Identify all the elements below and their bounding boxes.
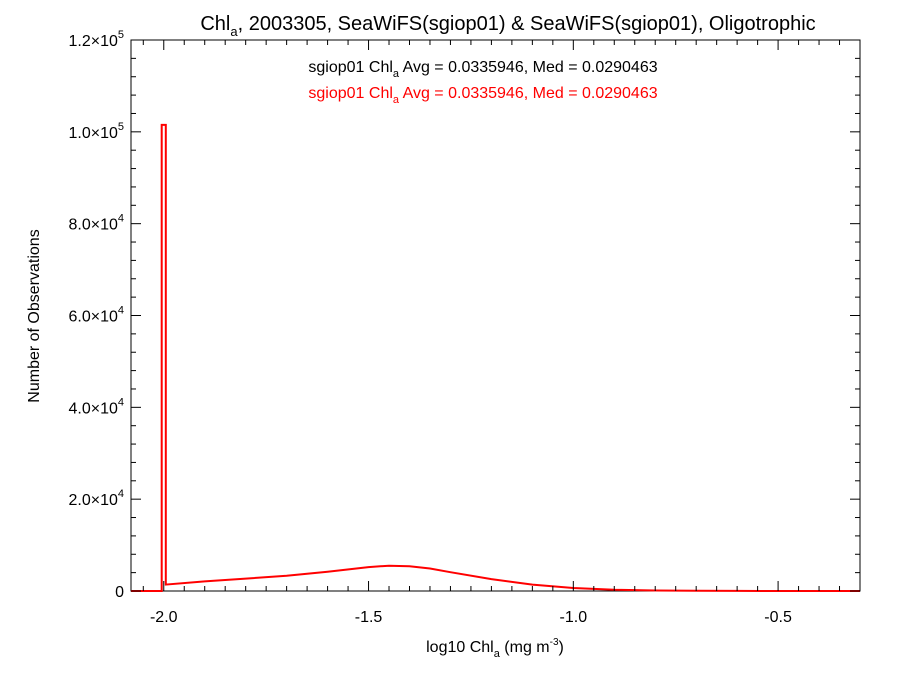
y-axis-label: Number of Observations — [26, 229, 43, 402]
y-tick-label: 4.0×104 — [68, 396, 124, 417]
ticks-layer — [131, 39, 861, 592]
plot-frame — [130, 39, 861, 592]
stats-annotation: sgiop01 Chla Avg = 0.0335946, Med = 0.02… — [308, 85, 657, 106]
y-tick-label: 1.0×105 — [68, 121, 124, 142]
chart-title: Chla, 2003305, SeaWiFS(sgiop01) & SeaWiF… — [200, 13, 815, 39]
x-axis-label: log10 Chla (mg m-3) — [426, 637, 564, 660]
x-tick-label: -0.5 — [764, 609, 792, 626]
x-tick-label: -1.0 — [560, 609, 588, 626]
x-tick-label: -2.0 — [150, 609, 178, 626]
plot-frame-rect — [130, 39, 861, 592]
stats-annotation: sgiop01 Chla Avg = 0.0335946, Med = 0.02… — [308, 59, 657, 80]
y-tick-label: 6.0×104 — [68, 305, 124, 326]
series-layer — [131, 123, 860, 592]
y-tick-label: 2.0×104 — [68, 488, 124, 509]
y-tick-label: 1.2×105 — [68, 29, 124, 50]
y-tick-label: 8.0×104 — [68, 213, 124, 234]
histogram-line — [131, 123, 860, 592]
y-tick-label: 0 — [115, 584, 124, 601]
x-tick-label: -1.5 — [355, 609, 383, 626]
text-layer: Chla, 2003305, SeaWiFS(sgiop01) & SeaWiF… — [26, 13, 816, 660]
